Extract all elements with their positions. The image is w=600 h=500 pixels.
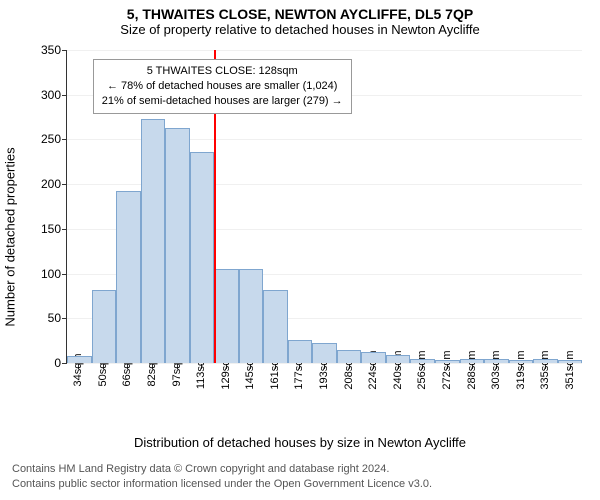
plot-region: 5 THWAITES CLOSE: 128sqm ← 78% of detach… — [66, 50, 582, 364]
x-tick-slot: 335sqm — [533, 364, 558, 424]
histogram-bar — [460, 359, 485, 363]
histogram-bar — [435, 360, 460, 363]
x-tick-slot: 82sqm — [140, 364, 165, 424]
histogram-bar — [288, 340, 313, 363]
x-tick-slot: 50sqm — [91, 364, 116, 424]
x-tick-slot: 193sqm — [312, 364, 337, 424]
x-tick-slot: 272sqm — [435, 364, 460, 424]
bar-slot — [361, 50, 386, 363]
histogram-bar — [337, 350, 362, 363]
histogram-bar — [116, 191, 141, 363]
x-tick-slot: 129sqm — [213, 364, 238, 424]
x-tick-slot: 351sqm — [558, 364, 583, 424]
bar-slot — [386, 50, 411, 363]
chart-header: 5, THWAITES CLOSE, NEWTON AYCLIFFE, DL5 … — [0, 0, 600, 37]
plot-outer: 5 THWAITES CLOSE: 128sqm ← 78% of detach… — [66, 50, 582, 364]
histogram-bar — [509, 360, 534, 363]
histogram-bar — [558, 360, 583, 363]
histogram-bar — [361, 352, 386, 363]
x-tick-slot: 145sqm — [238, 364, 263, 424]
histogram-bar — [386, 355, 411, 363]
histogram-bar — [190, 152, 215, 363]
bar-slot — [533, 50, 558, 363]
x-tick-slot: 177sqm — [287, 364, 312, 424]
bar-slot — [558, 50, 583, 363]
bar-slot — [484, 50, 509, 363]
y-axis-label: Number of detached properties — [3, 147, 18, 326]
histogram-bar — [312, 343, 337, 363]
bar-slot — [435, 50, 460, 363]
bar-slot — [509, 50, 534, 363]
annotation-line-1: 5 THWAITES CLOSE: 128sqm — [102, 64, 343, 79]
footer-line-1: Contains HM Land Registry data © Crown c… — [12, 462, 588, 477]
histogram-bar — [214, 269, 239, 363]
histogram-bar — [263, 290, 288, 363]
x-axis-label: Distribution of detached houses by size … — [0, 435, 600, 450]
chart-area: Number of detached properties 5 THWAITES… — [12, 50, 588, 424]
x-tick-slot: 224sqm — [361, 364, 386, 424]
x-tick-slot: 34sqm — [66, 364, 91, 424]
chart-footer: Contains HM Land Registry data © Crown c… — [12, 462, 588, 492]
histogram-bar — [410, 359, 435, 363]
chart-title: 5, THWAITES CLOSE, NEWTON AYCLIFFE, DL5 … — [0, 6, 600, 22]
x-tick-slot: 113sqm — [189, 364, 214, 424]
x-tick-slot: 240sqm — [386, 364, 411, 424]
bar-slot — [410, 50, 435, 363]
x-ticks: 34sqm50sqm66sqm82sqm97sqm113sqm129sqm145… — [66, 364, 582, 424]
x-tick-slot: 319sqm — [508, 364, 533, 424]
histogram-bar — [533, 359, 558, 363]
chart-subtitle: Size of property relative to detached ho… — [0, 22, 600, 37]
bar-slot — [460, 50, 485, 363]
annotation-box: 5 THWAITES CLOSE: 128sqm ← 78% of detach… — [93, 59, 352, 114]
x-tick-slot: 97sqm — [164, 364, 189, 424]
x-tick-slot: 66sqm — [115, 364, 140, 424]
x-tick-slot: 256sqm — [410, 364, 435, 424]
x-tick-slot: 288sqm — [459, 364, 484, 424]
bar-slot — [67, 50, 92, 363]
annotation-line-3: 21% of semi-detached houses are larger (… — [102, 94, 343, 109]
x-tick-slot: 161sqm — [263, 364, 288, 424]
x-tick-slot: 208sqm — [336, 364, 361, 424]
histogram-bar — [239, 269, 264, 363]
histogram-bar — [67, 356, 92, 363]
annotation-line-2: ← 78% of detached houses are smaller (1,… — [102, 79, 343, 94]
x-tick-slot: 303sqm — [484, 364, 509, 424]
footer-line-2: Contains public sector information licen… — [12, 477, 588, 492]
histogram-bar — [484, 359, 509, 363]
histogram-bar — [165, 128, 190, 363]
histogram-bar — [92, 290, 117, 363]
histogram-bar — [141, 119, 166, 363]
